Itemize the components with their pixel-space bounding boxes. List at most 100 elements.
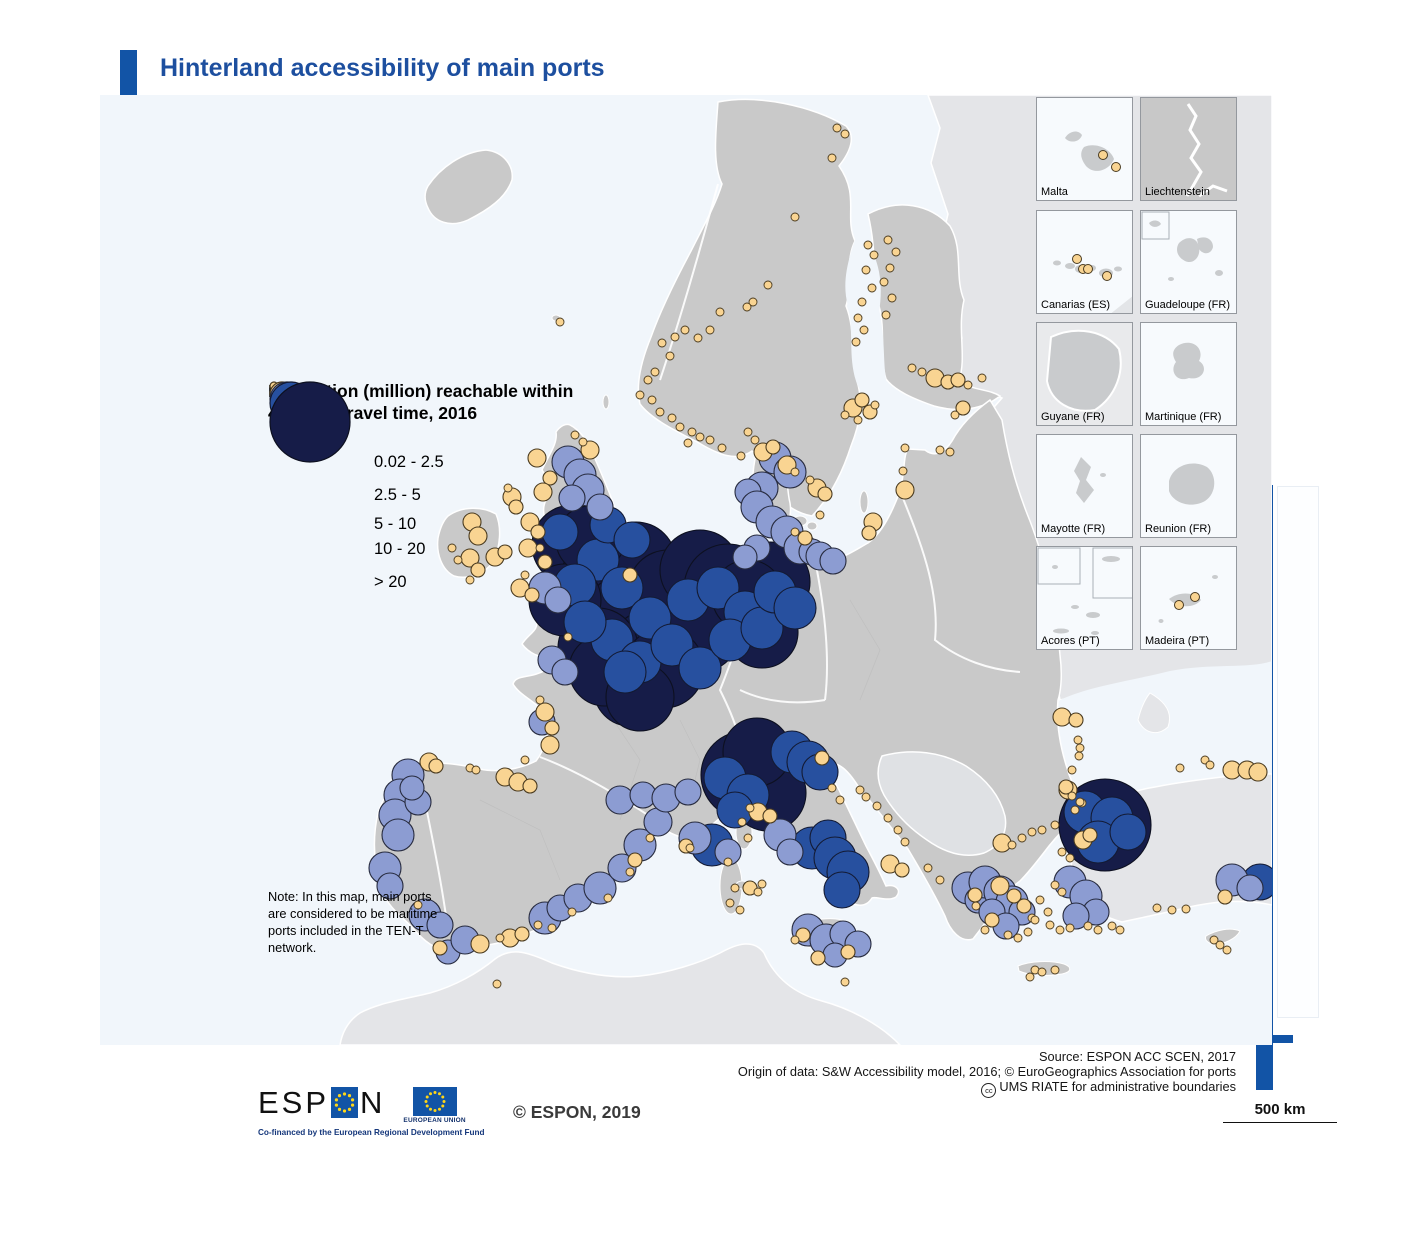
- port-circle-s[interactable]: [730, 883, 740, 893]
- port-circle-s[interactable]: [971, 901, 981, 911]
- port-circle-s[interactable]: [977, 373, 987, 383]
- port-circle-s[interactable]: [827, 153, 837, 163]
- port-circle-s[interactable]: [945, 447, 955, 457]
- port-circle-s[interactable]: [743, 833, 753, 843]
- port-circle-m[interactable]: [428, 758, 444, 774]
- port-circle-s[interactable]: [883, 235, 893, 245]
- port-circle-s[interactable]: [790, 467, 800, 477]
- port-circle-m[interactable]: [1248, 762, 1268, 782]
- port-circle-m[interactable]: [510, 578, 530, 598]
- port-circle-m[interactable]: [765, 439, 781, 455]
- port-circle-s[interactable]: [870, 400, 880, 410]
- port-circle-s[interactable]: [1070, 805, 1080, 815]
- port-circle-s[interactable]: [1045, 920, 1055, 930]
- port-circle-l[interactable]: [586, 493, 614, 521]
- port-circle-s[interactable]: [869, 250, 879, 260]
- port-circle-b[interactable]: [678, 646, 722, 690]
- port-circle-s[interactable]: [1074, 751, 1084, 761]
- port-circle-m[interactable]: [854, 392, 870, 408]
- port-circle-s[interactable]: [1035, 895, 1045, 905]
- port-circle-s[interactable]: [495, 933, 505, 943]
- port-circle-s[interactable]: [923, 863, 933, 873]
- port-circle-m[interactable]: [967, 887, 983, 903]
- port-circle-m[interactable]: [470, 934, 490, 954]
- port-circle-s[interactable]: [805, 475, 815, 485]
- port-circle-s[interactable]: [832, 123, 842, 133]
- port-circle-s[interactable]: [1057, 887, 1067, 897]
- port-circle-s[interactable]: [1073, 735, 1083, 745]
- port-circle-s[interactable]: [625, 867, 635, 877]
- port-circle-m[interactable]: [542, 470, 558, 486]
- port-circle-b[interactable]: [613, 521, 651, 559]
- port-circle-m[interactable]: [955, 400, 971, 416]
- port-circle-l[interactable]: [381, 818, 415, 852]
- port-circle-m[interactable]: [795, 927, 811, 943]
- port-circle-s[interactable]: [857, 297, 867, 307]
- port-circle-s[interactable]: [863, 240, 873, 250]
- port-circle-s[interactable]: [1075, 743, 1085, 753]
- port-circle-s[interactable]: [465, 575, 475, 585]
- port-circle-s[interactable]: [855, 785, 865, 795]
- port-circle-s[interactable]: [748, 297, 758, 307]
- port-circle-s[interactable]: [790, 527, 800, 537]
- port-circle-s[interactable]: [1075, 797, 1085, 807]
- port-circle-s[interactable]: [683, 438, 693, 448]
- port-circle-s[interactable]: [851, 337, 861, 347]
- port-circle-s[interactable]: [687, 427, 697, 437]
- port-circle-m[interactable]: [762, 808, 778, 824]
- port-circles[interactable]: [368, 123, 1272, 989]
- port-circle-s[interactable]: [935, 875, 945, 885]
- port-circle-s[interactable]: [1043, 907, 1053, 917]
- inset-port-circle[interactable]: [1098, 150, 1108, 160]
- port-circle-m[interactable]: [497, 544, 513, 560]
- port-circle-l[interactable]: [558, 484, 586, 512]
- inset-port-circle[interactable]: [1102, 271, 1112, 281]
- port-circle-s[interactable]: [840, 410, 850, 420]
- port-circle-s[interactable]: [1209, 935, 1219, 945]
- port-circle-m[interactable]: [470, 562, 486, 578]
- port-circle-s[interactable]: [1083, 921, 1093, 931]
- port-circle-m[interactable]: [508, 499, 524, 515]
- port-circle-s[interactable]: [790, 212, 800, 222]
- port-circle-s[interactable]: [963, 380, 973, 390]
- port-circle-s[interactable]: [1152, 903, 1162, 913]
- port-circle-s[interactable]: [840, 129, 850, 139]
- port-circle-s[interactable]: [1222, 945, 1232, 955]
- port-circle-m[interactable]: [535, 702, 555, 722]
- port-circle-s[interactable]: [853, 313, 863, 323]
- port-circle-m[interactable]: [1006, 888, 1022, 904]
- port-circle-s[interactable]: [695, 432, 705, 442]
- port-circle-l[interactable]: [605, 785, 635, 815]
- port-circle-m[interactable]: [984, 912, 1000, 928]
- port-circle-s[interactable]: [685, 843, 695, 853]
- port-circle-s[interactable]: [893, 825, 903, 835]
- port-circle-m[interactable]: [544, 720, 560, 736]
- port-circle-s[interactable]: [735, 905, 745, 915]
- port-circle-s[interactable]: [885, 263, 895, 273]
- port-circle-s[interactable]: [1065, 923, 1075, 933]
- port-circle-s[interactable]: [881, 310, 891, 320]
- port-circle-l[interactable]: [544, 586, 572, 614]
- port-circle-s[interactable]: [1025, 972, 1035, 982]
- port-circle-s[interactable]: [1050, 880, 1060, 890]
- port-circle-l[interactable]: [376, 872, 404, 900]
- port-circle-s[interactable]: [742, 302, 752, 312]
- port-circle-m[interactable]: [432, 940, 448, 956]
- port-circle-m[interactable]: [530, 524, 546, 540]
- port-circle-m[interactable]: [894, 862, 910, 878]
- port-circle-s[interactable]: [533, 920, 543, 930]
- port-circle-l[interactable]: [426, 911, 454, 939]
- port-circle-m[interactable]: [814, 750, 830, 766]
- port-circle-s[interactable]: [471, 765, 481, 775]
- port-circle-m[interactable]: [1058, 779, 1074, 795]
- port-circle-s[interactable]: [647, 395, 657, 405]
- port-circle-s[interactable]: [1215, 940, 1225, 950]
- port-circle-l[interactable]: [1236, 874, 1264, 902]
- port-circle-s[interactable]: [1115, 925, 1125, 935]
- port-circle-s[interactable]: [1013, 933, 1023, 943]
- port-circle-s[interactable]: [1037, 825, 1047, 835]
- port-circle-m[interactable]: [950, 372, 966, 388]
- port-circle-s[interactable]: [1055, 925, 1065, 935]
- port-circle-s[interactable]: [1181, 904, 1191, 914]
- port-circle-s[interactable]: [535, 543, 545, 553]
